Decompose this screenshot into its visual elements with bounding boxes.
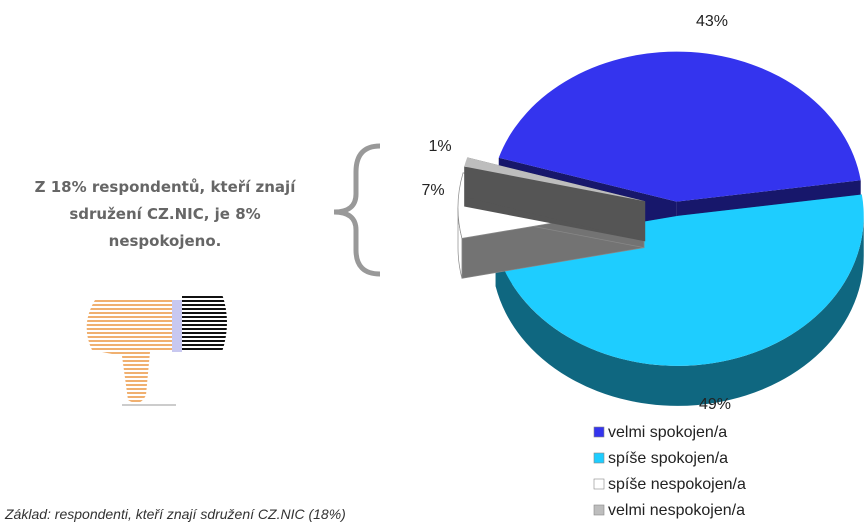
legend-label: velmi nespokojen/a [608,502,745,519]
brace [334,146,380,274]
legend-swatch [594,479,604,489]
legend-label: spíše nespokojen/a [608,476,746,493]
data-label: 7% [421,182,444,199]
legend-label: spíše spokojen/a [608,450,728,467]
data-label: 43% [696,13,728,30]
data-label: 49% [699,396,731,413]
annotation: Z 18% respondentů, kteří znají sdružení … [30,174,300,255]
legend-swatch [594,427,604,437]
data-label: 1% [428,138,451,155]
thumb-down-icon [87,294,227,405]
legend-swatch [594,505,604,515]
legend-label: velmi spokojen/a [608,424,727,441]
page: 43% 49% 7% 1% velmi spokojen/a spíše spokojen… [0,0,866,522]
chart: 43% 49% 7% 1% velmi spokojen/a spíše spokojen… [0,0,866,522]
legend-swatch [594,453,604,463]
footnote: Základ: respondenti, kteří znají sdružen… [5,506,346,522]
